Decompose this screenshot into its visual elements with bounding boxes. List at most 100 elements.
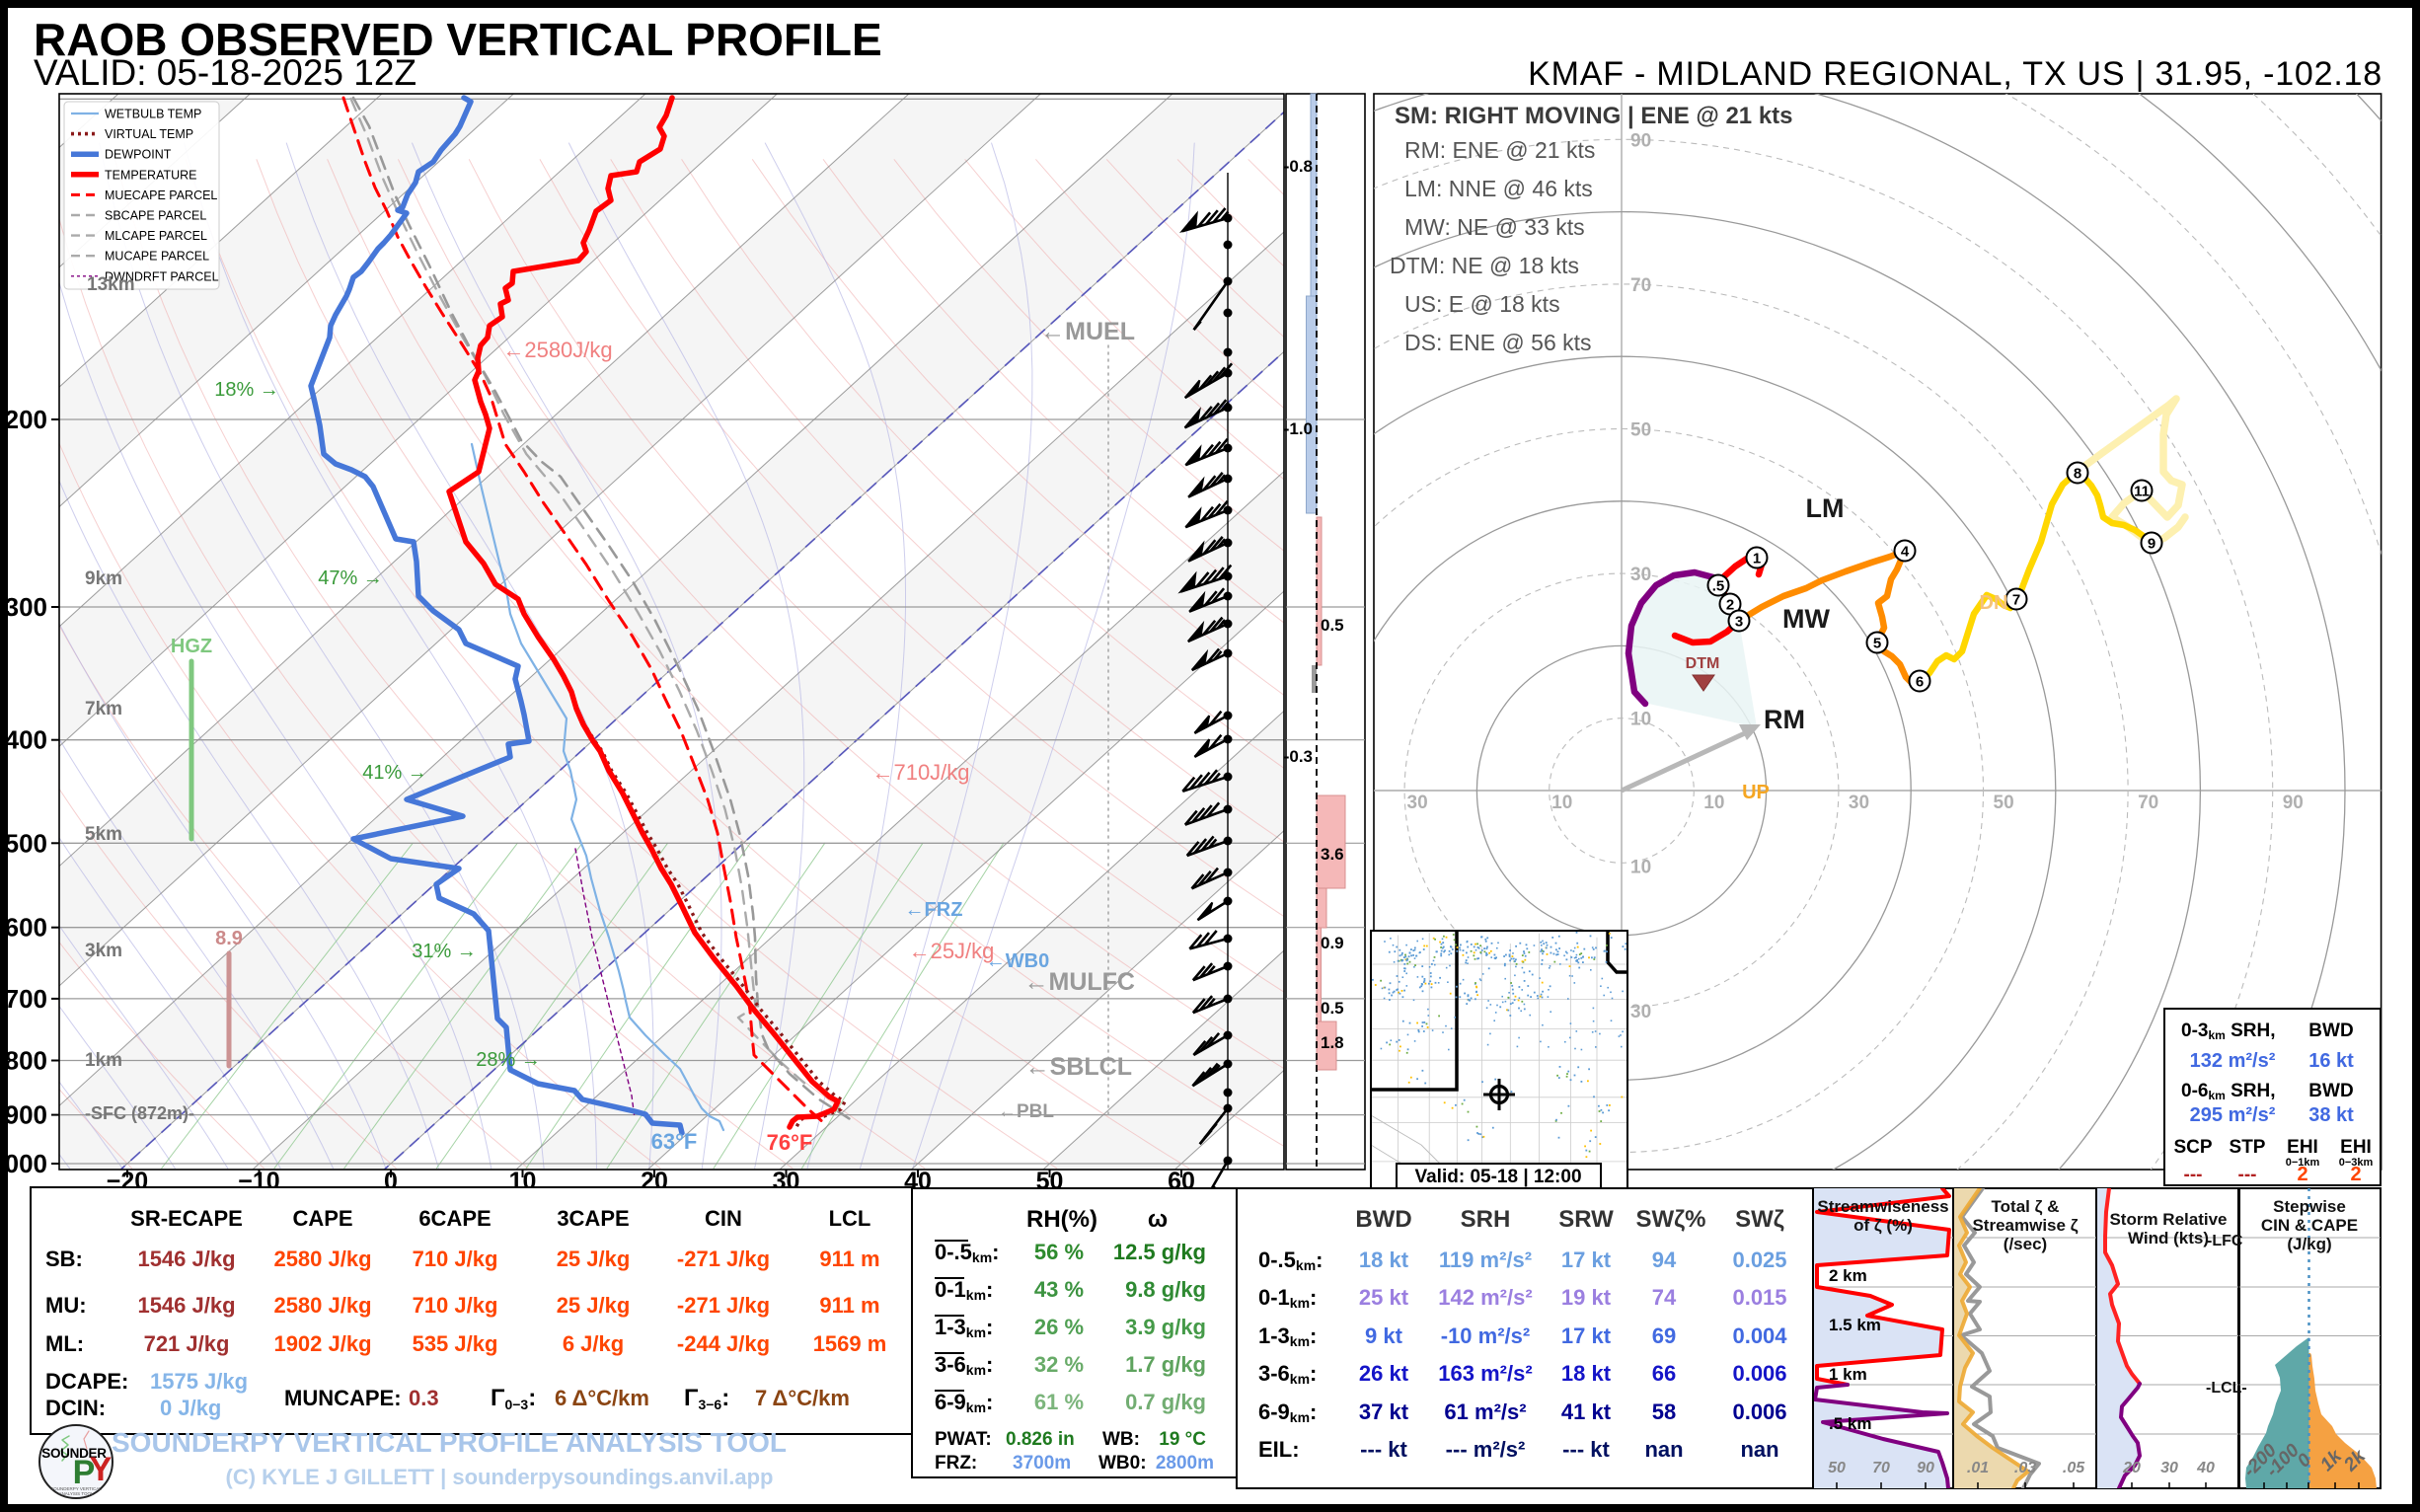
- svg-text:2: 2: [2350, 1164, 2361, 1185]
- svg-text:19 kt: 19 kt: [1561, 1285, 1612, 1310]
- svg-text:nan: nan: [1644, 1437, 1683, 1462]
- svg-text:18 kt: 18 kt: [1359, 1247, 1409, 1272]
- svg-text:19 °C: 19 °C: [1159, 1429, 1206, 1450]
- svg-text:40: 40: [2196, 1460, 2215, 1476]
- svg-text:700: 700: [5, 984, 47, 1014]
- svg-text:6 Δ°C/km: 6 Δ°C/km: [555, 1386, 649, 1410]
- svg-text:.5: .5: [1712, 578, 1725, 595]
- svg-text:9km: 9km: [85, 568, 122, 589]
- svg-text:38 kt: 38 kt: [2308, 1104, 2354, 1126]
- svg-text:7km: 7km: [85, 699, 122, 719]
- svg-text:3CAPE: 3CAPE: [557, 1206, 629, 1231]
- svg-text:6CAPE: 6CAPE: [418, 1206, 491, 1231]
- svg-text:P: P: [73, 1454, 96, 1491]
- svg-text:0.006: 0.006: [1732, 1399, 1786, 1424]
- svg-text:SBCAPE PARCEL: SBCAPE PARCEL: [105, 209, 206, 223]
- svg-text:CIN: CIN: [705, 1206, 742, 1231]
- svg-text:-271 J/kg: -271 J/kg: [677, 1247, 770, 1271]
- svg-text:BWD: BWD: [2308, 1021, 2353, 1041]
- svg-text:0−3km: 0−3km: [2339, 1157, 2374, 1169]
- svg-text:.03: .03: [2014, 1460, 2036, 1476]
- svg-text:25 J/kg: 25 J/kg: [557, 1247, 631, 1271]
- svg-text:nan: nan: [1740, 1437, 1778, 1462]
- svg-text:28% →: 28% →: [476, 1049, 541, 1071]
- svg-text:-0.8: -0.8: [1284, 157, 1313, 176]
- svg-text:EHI: EHI: [2287, 1137, 2318, 1158]
- svg-text:47% →: 47% →: [318, 567, 383, 589]
- svg-text:←MUEL: ←MUEL: [1040, 318, 1135, 345]
- svg-text:6 J/kg: 6 J/kg: [563, 1331, 624, 1356]
- svg-text:500: 500: [5, 828, 47, 858]
- svg-text:HGZ: HGZ: [171, 636, 212, 657]
- svg-text:3km: 3km: [85, 941, 122, 961]
- svg-text:Streamwise ζ: Streamwise ζ: [1972, 1216, 2078, 1235]
- svg-text:70: 70: [2138, 793, 2158, 813]
- svg-text:MW: MW: [1782, 604, 1830, 634]
- svg-text:(J/kg): (J/kg): [2287, 1235, 2331, 1253]
- svg-text:SB:: SB:: [45, 1247, 83, 1271]
- svg-text:0.004: 0.004: [1732, 1323, 1787, 1348]
- svg-text:90: 90: [1630, 130, 1651, 151]
- svg-text:FRZ:: FRZ:: [935, 1453, 977, 1474]
- svg-text:31% →: 31% →: [412, 941, 477, 962]
- svg-text:EHI: EHI: [2340, 1137, 2372, 1158]
- svg-text:3700m: 3700m: [1013, 1453, 1071, 1474]
- svg-text:VIRTUAL TEMP: VIRTUAL TEMP: [105, 127, 193, 141]
- svg-text:535 J/kg: 535 J/kg: [413, 1331, 498, 1356]
- svg-text:2800m: 2800m: [1156, 1453, 1214, 1474]
- svg-text:18% →: 18% →: [214, 379, 279, 401]
- svg-text:MUCAPE PARCEL: MUCAPE PARCEL: [105, 250, 209, 264]
- svg-text:70: 70: [1872, 1460, 1890, 1476]
- svg-text:69: 69: [1652, 1323, 1676, 1348]
- svg-text:-1.0: -1.0: [1284, 419, 1313, 438]
- svg-text:ω: ω: [1148, 1206, 1168, 1233]
- svg-text:RH(%): RH(%): [1026, 1206, 1097, 1233]
- svg-text:17 kt: 17 kt: [1561, 1247, 1612, 1272]
- svg-text:←WB0: ←WB0: [986, 950, 1049, 972]
- svg-text:SOUNDER: SOUNDER: [41, 1446, 107, 1461]
- svg-text:8.9: 8.9: [215, 928, 243, 949]
- svg-text:Γ0−3:: Γ0−3:: [491, 1385, 536, 1412]
- svg-text:6-9km:: 6-9km:: [1258, 1399, 1317, 1425]
- svg-text:WB0:: WB0:: [1098, 1453, 1147, 1474]
- svg-text:1-3km:: 1-3km:: [1258, 1323, 1317, 1349]
- svg-text:(/sec): (/sec): [2004, 1235, 2047, 1253]
- svg-text:-0.3: -0.3: [1284, 747, 1313, 766]
- svg-text:←710J/kg: ←710J/kg: [871, 760, 969, 785]
- svg-text:DTM: DTM: [1686, 655, 1720, 672]
- svg-text:9 kt: 9 kt: [1365, 1323, 1403, 1348]
- svg-text:-271 J/kg: -271 J/kg: [677, 1293, 770, 1318]
- svg-text:0.826 in: 0.826 in: [1006, 1429, 1075, 1450]
- svg-text:32 %: 32 %: [1034, 1352, 1084, 1377]
- svg-text:50: 50: [1630, 420, 1651, 441]
- svg-text:50: 50: [1994, 793, 2014, 813]
- svg-text:Y: Y: [90, 1451, 113, 1488]
- svg-text:3.6: 3.6: [1321, 845, 1344, 864]
- svg-text:721 J/kg: 721 J/kg: [144, 1331, 230, 1356]
- svg-text:900: 900: [5, 1100, 47, 1130]
- svg-text:4: 4: [1901, 544, 1910, 561]
- svg-text:RM: ENE @ 21 kts: RM: ENE @ 21 kts: [1404, 137, 1595, 163]
- svg-text:←2580J/kg: ←2580J/kg: [502, 338, 612, 362]
- svg-text:2580 J/kg: 2580 J/kg: [273, 1293, 371, 1318]
- svg-text:26 %: 26 %: [1034, 1315, 1084, 1339]
- svg-text:-10 m²/s²: -10 m²/s²: [1441, 1323, 1530, 1348]
- svg-text:Stepwise: Stepwise: [2273, 1197, 2346, 1216]
- svg-text:DCIN:: DCIN:: [45, 1396, 106, 1420]
- svg-text:MU:: MU:: [45, 1293, 87, 1318]
- svg-text:30: 30: [1630, 1002, 1651, 1022]
- svg-text:.5 km: .5 km: [1829, 1414, 1871, 1433]
- svg-text:DS: ENE @ 56 kts: DS: ENE @ 56 kts: [1404, 330, 1592, 355]
- svg-text:UP: UP: [1742, 782, 1770, 803]
- svg-text:66: 66: [1652, 1361, 1676, 1386]
- svg-text:1.7 g/kg: 1.7 g/kg: [1125, 1352, 1206, 1377]
- svg-text:63°F: 63°F: [651, 1129, 698, 1154]
- svg-text:10: 10: [1630, 857, 1651, 877]
- svg-text:0-6km SRH,: 0-6km SRH,: [2181, 1081, 2276, 1102]
- svg-text:SWζ: SWζ: [1735, 1206, 1784, 1233]
- svg-text:1902 J/kg: 1902 J/kg: [273, 1331, 371, 1356]
- svg-text:-244 J/kg: -244 J/kg: [677, 1331, 770, 1356]
- svg-text:3: 3: [1735, 614, 1743, 631]
- svg-text:142 m²/s²: 142 m²/s²: [1438, 1285, 1532, 1310]
- svg-text:20: 20: [2122, 1460, 2141, 1476]
